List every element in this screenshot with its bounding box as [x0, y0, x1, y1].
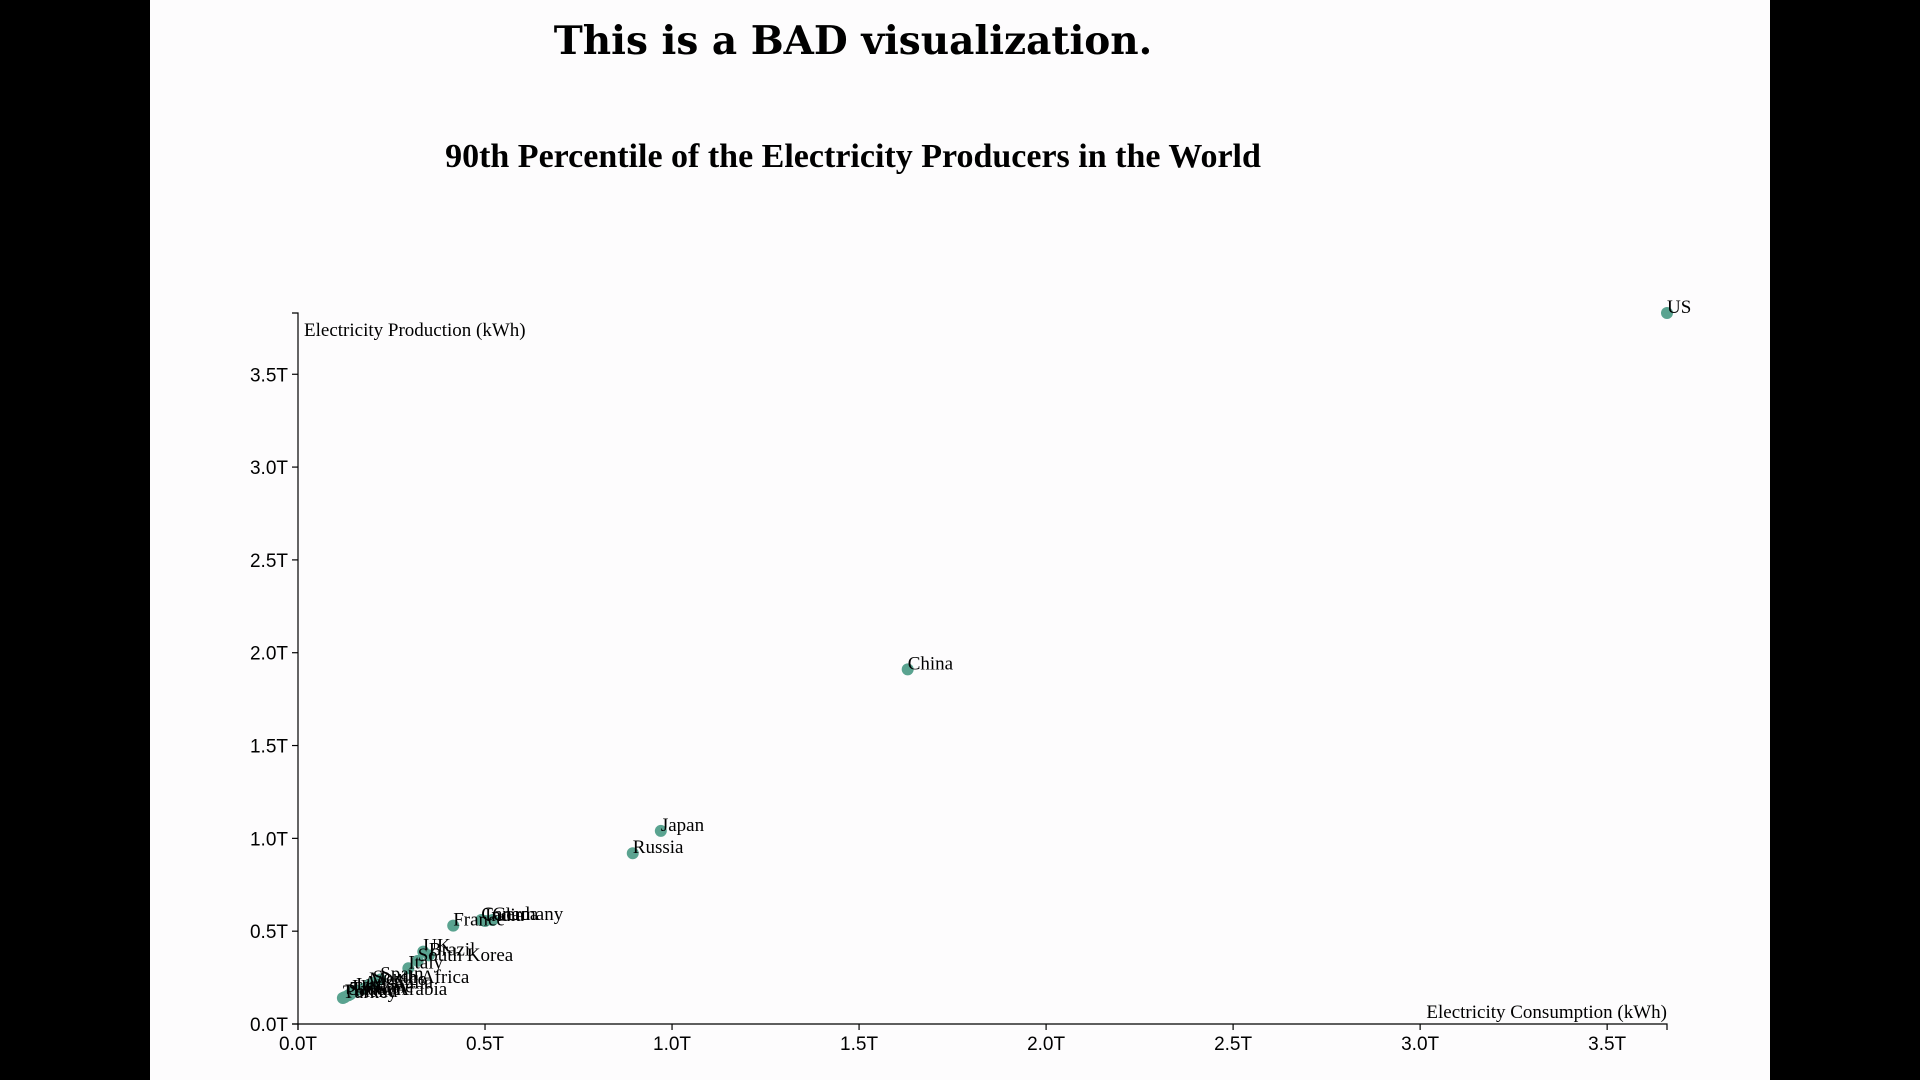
- headline: This is a BAD visualization.: [553, 18, 1153, 64]
- point-label: Italy: [408, 952, 443, 973]
- data-point: [901, 663, 914, 676]
- x-tick-label: 2.0T: [1027, 1034, 1065, 1055]
- point-label: Mexico: [369, 969, 427, 990]
- point-label: Canada: [481, 904, 539, 925]
- point-label: Russia: [633, 837, 684, 858]
- point-label: Japan: [661, 815, 705, 836]
- x-tick-label: 1.0T: [653, 1034, 691, 1055]
- data-point: [654, 824, 667, 837]
- data-point: [422, 949, 435, 962]
- point-label: Turkey: [343, 982, 398, 1003]
- point-label: Poland: [345, 981, 398, 1002]
- y-tick-label: 0.0T: [250, 1015, 288, 1036]
- point-label: South Africa: [373, 967, 470, 988]
- point-label: Iran: [356, 975, 387, 996]
- point-label: China: [908, 653, 954, 674]
- page-canvas: [150, 0, 1770, 1080]
- point-label: Taiwan: [350, 978, 406, 999]
- data-point: [475, 914, 488, 927]
- y-axis-line: [292, 312, 299, 1025]
- data-point: [626, 847, 639, 860]
- x-axis-line: [297, 1023, 1668, 1030]
- chart-title: 90th Percentile of the Electricity Produ…: [445, 138, 1261, 175]
- y-tick-label: 2.0T: [250, 644, 288, 665]
- point-label: Saudi Arabia: [348, 979, 447, 1000]
- point-label: Spain: [380, 963, 424, 984]
- y-tick-label: 3.5T: [250, 365, 288, 386]
- y-tick-label: 2.5T: [250, 551, 288, 572]
- x-tick-label: 2.5T: [1214, 1034, 1252, 1055]
- data-point: [1661, 307, 1673, 319]
- y-tick-label: 0.5T: [250, 922, 288, 943]
- point-label: South Korea: [418, 945, 514, 966]
- y-tick-label: 3.0T: [250, 458, 288, 479]
- x-tick-label: 3.5T: [1588, 1034, 1626, 1055]
- data-point: [447, 919, 460, 932]
- x-tick-label: 0.5T: [466, 1034, 504, 1055]
- point-label: Ukraine: [352, 976, 413, 997]
- y-axis-title: Electricity Production (kWh): [304, 320, 526, 341]
- point-label: India: [485, 905, 525, 926]
- point-label: Germany: [493, 904, 564, 925]
- x-tick-label: 3.0T: [1401, 1034, 1439, 1055]
- point-label: US: [1667, 297, 1691, 318]
- data-point: [336, 992, 349, 1005]
- x-tick-label: 0.0T: [279, 1034, 317, 1055]
- x-tick-label: 1.5T: [840, 1034, 878, 1055]
- x-axis-title: Electricity Consumption (kWh): [1426, 1002, 1667, 1023]
- point-label: Brazil: [429, 939, 475, 960]
- data-point: [402, 962, 415, 975]
- data-point: [411, 954, 424, 967]
- y-tick-label: 1.0T: [250, 829, 288, 850]
- point-label: Australia: [363, 973, 433, 994]
- point-label: France: [453, 910, 505, 931]
- y-tick-label: 1.5T: [250, 737, 288, 758]
- axes: 0.0T 0.5T 1.0T 1.5T 2.0T 2.5T 3.0T 3.5T 0.0T 0.5T…: [250, 312, 1668, 1055]
